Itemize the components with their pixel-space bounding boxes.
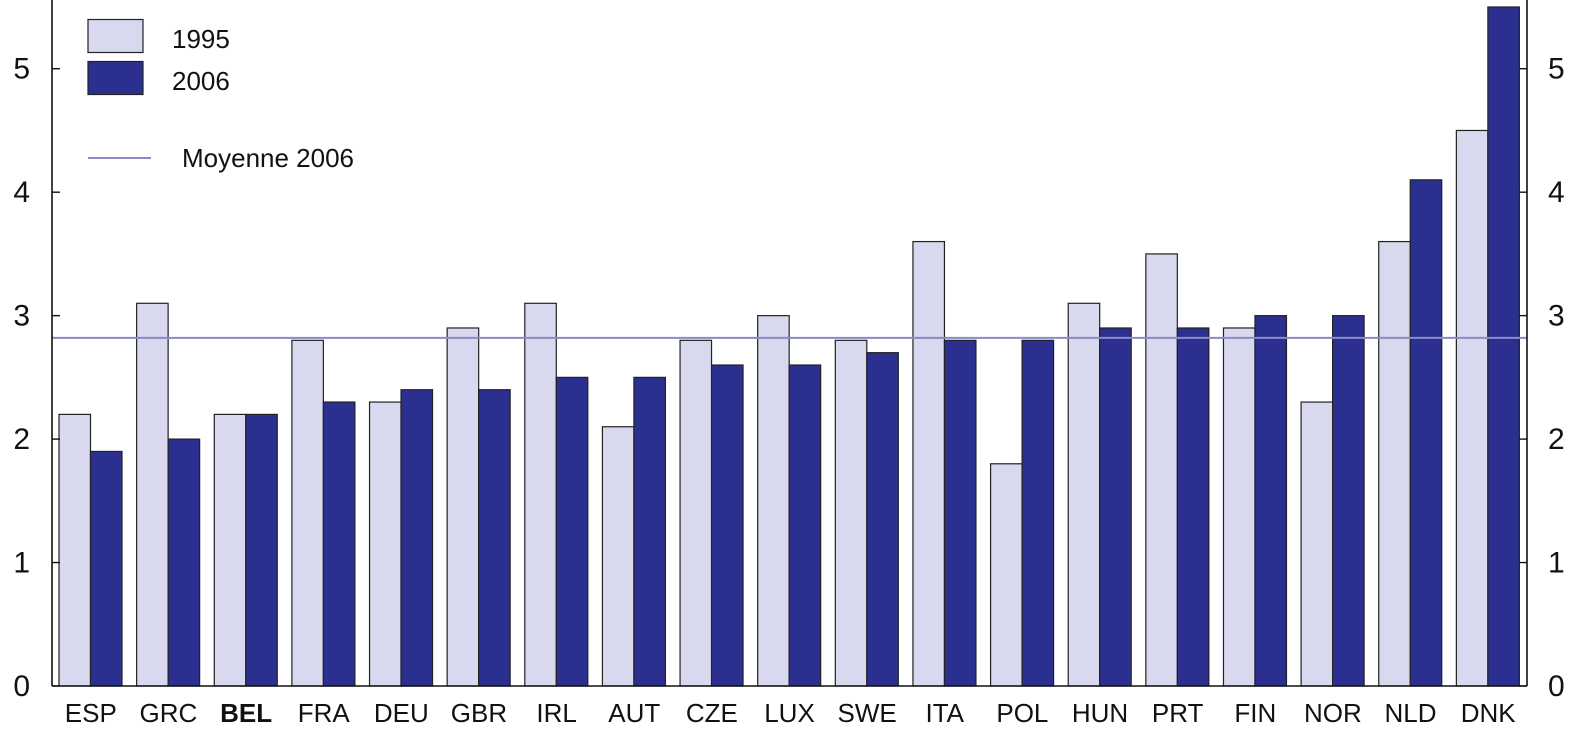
x-tick-label: CZE bbox=[686, 698, 738, 728]
x-tick-label: DNK bbox=[1461, 698, 1517, 728]
bar-2006-esp bbox=[89, 450, 123, 687]
y-tick-label-left: 3 bbox=[13, 300, 30, 333]
bar-1995-prt bbox=[1145, 253, 1178, 687]
x-tick-label: DEU bbox=[374, 698, 429, 728]
y-tick-label-right: 0 bbox=[1548, 670, 1565, 703]
bar-1995-esp bbox=[58, 413, 92, 687]
bar-1995-aut bbox=[601, 426, 635, 687]
x-tick-label: ITA bbox=[925, 698, 964, 728]
x-tick-label: LUX bbox=[764, 698, 815, 728]
x-tick-label: BEL bbox=[220, 698, 272, 728]
bar-2006-gbr bbox=[478, 389, 511, 687]
bar-2006-swe bbox=[866, 352, 899, 687]
bar-1995-grc bbox=[136, 302, 169, 687]
legend-swatch-1995 bbox=[87, 18, 144, 54]
y-tick-label-right: 4 bbox=[1548, 176, 1565, 209]
bar-1995-bel bbox=[213, 413, 247, 687]
bar-2006-nor bbox=[1332, 315, 1365, 687]
legend-label-1995: 1995 bbox=[172, 24, 230, 54]
bar-2006-fin bbox=[1254, 315, 1288, 687]
bar-1995-swe bbox=[834, 339, 868, 687]
bar-2006-deu bbox=[400, 389, 434, 687]
y-tick-label-left: 2 bbox=[13, 423, 30, 456]
legend-label-2006: 2006 bbox=[172, 66, 230, 96]
bar-2006-pol bbox=[1021, 339, 1055, 687]
x-tick-label: FRA bbox=[298, 698, 351, 728]
x-tick-label: GRC bbox=[140, 698, 198, 728]
bar-2006-cze bbox=[710, 364, 744, 687]
legend-swatch-2006 bbox=[87, 60, 144, 96]
bar-1995-deu bbox=[368, 401, 402, 687]
bar-2006-fra bbox=[322, 401, 356, 687]
legend-label-moyenne: Moyenne 2006 bbox=[182, 143, 354, 173]
bar-2006-nld bbox=[1409, 179, 1443, 687]
x-tick-label: AUT bbox=[608, 698, 660, 728]
bar-1995-pol bbox=[989, 463, 1023, 687]
bar-1995-nor bbox=[1300, 401, 1334, 687]
bars-layer bbox=[58, 6, 1520, 687]
bar-2006-grc bbox=[167, 438, 201, 687]
bar-2006-irl bbox=[555, 376, 589, 687]
bar-1995-fra bbox=[291, 339, 324, 687]
x-tick-label: NOR bbox=[1304, 698, 1362, 728]
y-tick-label-left: 0 bbox=[13, 670, 30, 703]
bar-1995-irl bbox=[524, 302, 557, 687]
x-tick-label: SWE bbox=[838, 698, 897, 728]
y-tick-label-left: 5 bbox=[13, 53, 30, 86]
bar-1995-fin bbox=[1222, 327, 1256, 687]
x-tick-label: ESP bbox=[65, 698, 117, 728]
bar-1995-dnk bbox=[1455, 129, 1489, 687]
x-tick-label: IRL bbox=[536, 698, 576, 728]
bar-2006-ita bbox=[943, 339, 977, 687]
x-tick-label: FIN bbox=[1234, 698, 1276, 728]
bar-1995-gbr bbox=[446, 327, 480, 687]
bar-1995-cze bbox=[679, 339, 713, 687]
bar-2006-aut bbox=[633, 376, 667, 687]
bar-2006-lux bbox=[788, 364, 822, 687]
axes-layer: ESP GRC BEL FRA DEU GBR IRL AUT CZE LUX SWE ITA POL H… bbox=[13, 0, 1565, 728]
bar-2006-hun bbox=[1099, 327, 1132, 687]
y-tick-label-left: 1 bbox=[13, 547, 30, 580]
bar-2006-dnk bbox=[1487, 6, 1520, 687]
y-tick-label-right: 2 bbox=[1548, 423, 1565, 456]
x-tick-label: HUN bbox=[1072, 698, 1128, 728]
x-tick-label: NLD bbox=[1385, 698, 1437, 728]
bar-2006-bel bbox=[245, 413, 278, 687]
y-tick-label-right: 5 bbox=[1548, 53, 1565, 86]
x-tick-label: POL bbox=[996, 698, 1048, 728]
bar-1995-hun bbox=[1067, 302, 1101, 687]
bar-1995-lux bbox=[757, 315, 790, 687]
y-tick-label-right: 3 bbox=[1548, 300, 1565, 333]
legend: 1995 2006 Moyenne 2006 bbox=[87, 18, 354, 173]
y-tick-label-left: 4 bbox=[13, 176, 30, 209]
bar-1995-ita bbox=[912, 240, 946, 687]
bar-2006-prt bbox=[1176, 327, 1210, 687]
y-tick-label-right: 1 bbox=[1548, 547, 1565, 580]
x-tick-label: GBR bbox=[451, 698, 507, 728]
x-tick-label: PRT bbox=[1152, 698, 1204, 728]
bar-1995-nld bbox=[1378, 240, 1411, 687]
